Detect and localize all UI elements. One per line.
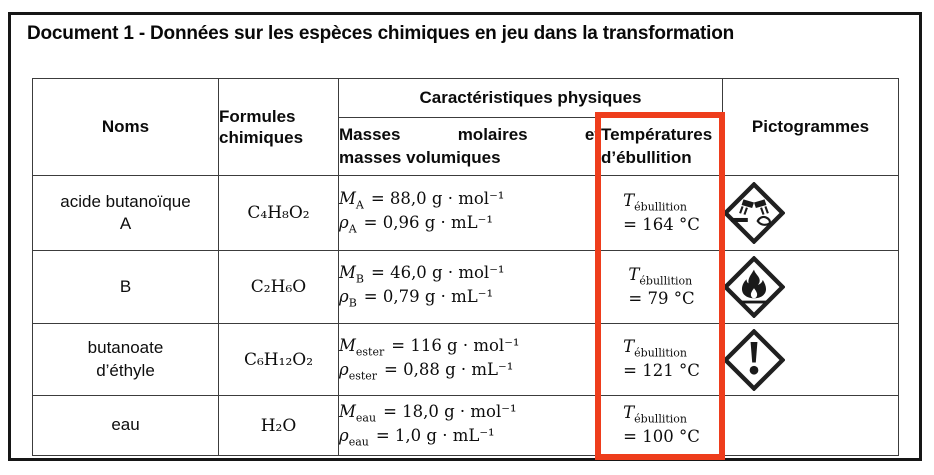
- boiling-temperature-cell: Tébullition = 121 °C: [600, 323, 723, 396]
- header-formulas: Formules chimiques: [218, 78, 339, 176]
- molar-mass-line: MA = 88,0 g · mol⁻¹: [339, 189, 505, 212]
- molar-mass-line: Meau = 18,0 g · mol⁻¹: [339, 401, 517, 425]
- boiling-temperature-cell: Tébullition = 100 °C: [600, 395, 723, 456]
- boiling-value-line: = 100 °C: [623, 427, 700, 447]
- header-names: Noms: [32, 78, 219, 176]
- chemical-formula: C₄H₈O₂: [218, 175, 339, 251]
- corrosive-pictogram-icon: [723, 182, 785, 244]
- pictogram-cell: [722, 175, 899, 251]
- table-row-acide-butanoique: acide butanoïque A C₄H₈O₂ MA = 88,0 g · m…: [32, 175, 899, 251]
- header-masses-line2: masses volumiques: [339, 147, 501, 167]
- boiling-value-line: = 79 °C: [628, 288, 695, 308]
- table-row-butanoate-ethyle: butanoate d’éthyle C₆H₁₂O₂ Mester = 116 g…: [32, 323, 899, 396]
- molar-mass-density-cell: Meau = 18,0 g · mol⁻¹ ρeau = 1,0 g · mL⁻¹: [338, 395, 601, 456]
- boiling-value-line: = 121 °C: [623, 361, 700, 381]
- header-physical-characteristics: Caractéristiques physiques: [338, 78, 723, 118]
- chemical-formula: C₆H₁₂O₂: [218, 323, 339, 396]
- chemical-formula: H₂O: [218, 395, 339, 456]
- header-pictograms: Pictogrammes: [722, 78, 899, 176]
- boiling-symbol-line: Tébullition: [623, 403, 688, 426]
- boiling-symbol-line: Tébullition: [623, 190, 688, 214]
- boiling-value-line: = 164 °C: [623, 214, 700, 234]
- chemical-formula: C₂H₆O: [218, 250, 339, 324]
- flammable-pictogram-icon: [723, 256, 785, 318]
- header-boiling-temperatures: Températures d’ébullition: [600, 117, 723, 176]
- species-name: acide butanoïque A: [32, 175, 219, 251]
- molar-mass-density-cell: MB = 46,0 g · mol⁻¹ ρB = 0,79 g · mL⁻¹: [338, 250, 601, 324]
- document-title: Document 1 - Données sur les espèces chi…: [27, 23, 735, 44]
- pictogram-cell: [722, 323, 899, 396]
- species-name: eau: [32, 395, 219, 456]
- density-line: ρester = 0,88 g · mL⁻¹: [339, 359, 514, 383]
- molar-mass-density-cell: MA = 88,0 g · mol⁻¹ ρA = 0,96 g · mL⁻¹: [338, 175, 601, 251]
- boiling-symbol-line: Tébullition: [623, 337, 688, 360]
- boiling-temperature-cell: Tébullition = 164 °C: [600, 175, 723, 251]
- pictogram-cell: [722, 250, 899, 324]
- header-boiling-line2: d’ébullition: [601, 147, 692, 167]
- density-line: ρB = 0,79 g · mL⁻¹: [339, 287, 494, 310]
- molar-mass-line: Mester = 116 g · mol⁻¹: [339, 335, 520, 359]
- molar-mass-density-cell: Mester = 116 g · mol⁻¹ ρester = 0,88 g · m…: [338, 323, 601, 396]
- boiling-symbol-line: Tébullition: [628, 264, 693, 288]
- header-masses-line1: Masses molaires et: [339, 125, 600, 145]
- density-line: ρA = 0,96 g · mL⁻¹: [339, 213, 493, 236]
- species-name: butanoate d’éthyle: [32, 323, 219, 396]
- table-row-eau: eau H₂O Meau = 18,0 g · mol⁻¹ ρeau = 1,0 g…: [32, 395, 899, 456]
- boiling-temperature-cell: Tébullition = 79 °C: [600, 250, 723, 324]
- species-table: Noms Formules chimiques Caractéristiques…: [32, 78, 899, 456]
- molar-mass-line: MB = 46,0 g · mol⁻¹: [339, 263, 505, 286]
- header-boiling-line1: Températures: [601, 125, 713, 145]
- header-molar-masses-densities: Masses molaires et masses volumiques: [338, 117, 601, 176]
- species-name: B: [32, 250, 219, 324]
- table-row-b: B C₂H₆O MB = 46,0 g · mol⁻¹ ρB = 0,79 g · …: [32, 250, 899, 324]
- exclamation-pictogram-icon: [723, 328, 785, 391]
- density-line: ρeau = 1,0 g · mL⁻¹: [339, 425, 495, 449]
- pictogram-cell-empty: [722, 395, 899, 456]
